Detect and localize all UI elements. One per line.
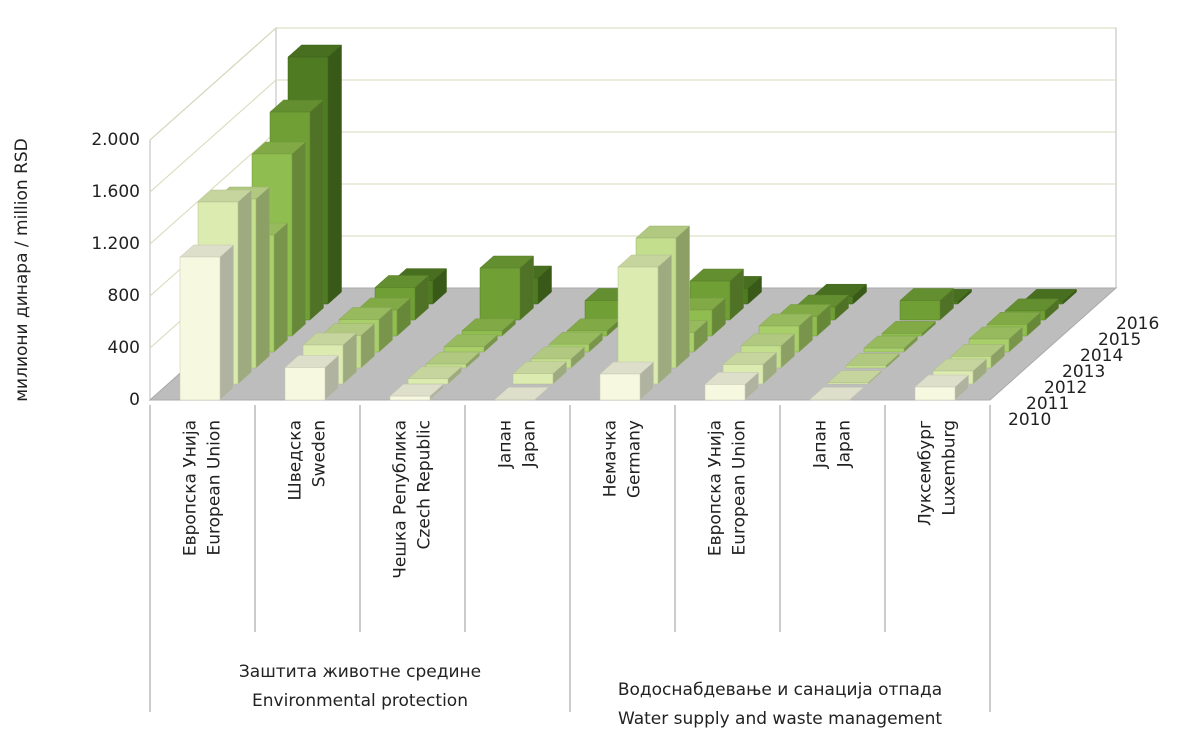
legend-label: 2013 [1062, 362, 1105, 382]
x-tick-label: Sweden [310, 420, 330, 487]
bar-front [704, 384, 746, 401]
y-tick-label: 800 [108, 286, 140, 306]
bar-front [881, 333, 923, 337]
bar-side [291, 141, 306, 337]
bar [704, 371, 760, 401]
bar-front [179, 256, 221, 401]
group-label: Environmental protection [252, 691, 468, 711]
bar-side [675, 225, 690, 369]
x-tick-label: European Union [730, 420, 750, 556]
x-tick-label: Japan [835, 420, 855, 468]
bar [407, 366, 463, 385]
x-tick-label: Луксембург [916, 420, 936, 526]
x-tick-label: Japan [520, 420, 540, 468]
bar [845, 352, 901, 369]
legend-label: 2014 [1080, 346, 1123, 366]
legend-label: 2011 [1026, 394, 1069, 414]
bar-side [309, 99, 324, 321]
y-tick-label: 0 [129, 390, 140, 410]
bar [179, 244, 235, 401]
bar-front [284, 367, 326, 401]
bar [809, 386, 865, 401]
bar-front [443, 346, 485, 353]
bar [512, 361, 568, 385]
x-tick-label: Czech Republic [415, 420, 435, 549]
x-tick-label: Јапан [811, 420, 831, 469]
bar-front [512, 373, 554, 385]
bar [899, 287, 955, 321]
x-tick-label: Европска Унија [181, 420, 201, 556]
bar-front [389, 395, 431, 401]
bar-side [327, 44, 342, 305]
y-axis-title: милиони динара / million RSD [12, 138, 32, 402]
group-label: Водоснабдевање и санација отпада [618, 680, 942, 700]
grid-line [149, 27, 1116, 141]
group-label: Заштита животне средине [239, 662, 481, 682]
back-wall [275, 27, 1117, 289]
bar [914, 374, 970, 401]
bar-side [219, 244, 234, 401]
bar-front [494, 399, 536, 401]
bar [425, 351, 481, 369]
bar [389, 383, 445, 401]
legend-label: 2010 [1008, 410, 1051, 430]
x-tick-label: Европска Унија [706, 420, 726, 556]
bar-side [273, 222, 288, 353]
bar-front [599, 373, 641, 401]
bar [827, 370, 883, 385]
bar-front [845, 365, 887, 369]
x-tick-label: European Union [205, 420, 225, 556]
bar [479, 255, 535, 321]
bar-side [237, 189, 252, 385]
bar [284, 354, 340, 401]
x-tick-label: Чешка Република [391, 420, 411, 579]
y-tick-label: 1.200 [91, 234, 140, 254]
x-tick-label: Germany [625, 420, 645, 498]
bar-side [255, 186, 270, 369]
y-tick-label: 400 [108, 338, 140, 358]
bar-front [899, 300, 941, 321]
bar [863, 335, 919, 353]
bar-front [914, 386, 956, 401]
bar [599, 361, 655, 401]
bar [494, 386, 550, 401]
y-tick-label: 2.000 [91, 130, 140, 150]
bar-front [863, 347, 905, 353]
bar-front [809, 399, 851, 401]
bar-front [827, 382, 869, 385]
bar [617, 254, 673, 385]
bar-side [657, 254, 672, 385]
legend-label: 2015 [1098, 330, 1141, 350]
x-tick-label: Јапан [496, 420, 516, 469]
y-tick-label: 1.600 [91, 182, 140, 202]
legend-label: 2012 [1044, 378, 1087, 398]
x-tick-label: Luxemburg [940, 420, 960, 516]
grid-line [149, 79, 1116, 193]
group-label: Water supply and waste management [618, 709, 942, 729]
legend-label: 2016 [1116, 314, 1159, 334]
x-tick-label: Немачка [601, 420, 621, 497]
bar-front [479, 267, 521, 321]
x-tick-label: Шведска [286, 420, 306, 500]
bar [443, 334, 499, 353]
bar-front [407, 378, 449, 385]
